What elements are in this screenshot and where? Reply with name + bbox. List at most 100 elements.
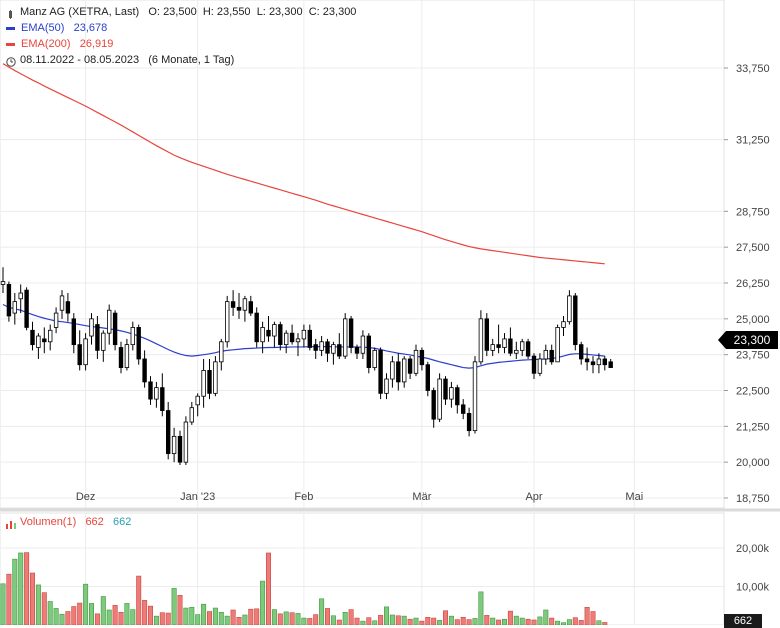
volume-bar	[307, 618, 313, 625]
volume-bar	[442, 610, 448, 625]
clock-icon	[6, 56, 16, 67]
price-axis: 33,750 31,250 28,750 27,500 26,250 25,000 23,7…	[724, 63, 770, 505]
volume-bar	[490, 617, 496, 625]
candle-body	[112, 312, 118, 346]
candle-body	[6, 284, 12, 317]
candle-body	[36, 335, 41, 348]
volume-bar	[507, 610, 513, 625]
volume-bar	[18, 552, 24, 625]
high-value: 23,550	[216, 6, 251, 19]
volume-bar	[501, 618, 507, 625]
volume-bar	[519, 617, 525, 625]
candle-body	[53, 312, 59, 328]
candle-body	[183, 421, 189, 463]
ema200-path	[2, 63, 605, 265]
legend-range: 08.11.2022 - 08.05.2023 (6 Monate, 1 Tag…	[4, 52, 234, 68]
volume-bar	[572, 617, 578, 625]
volume-bar	[94, 613, 100, 625]
candle-body	[130, 327, 135, 346]
volume-bar	[201, 603, 207, 625]
candle-body	[230, 301, 236, 308]
candle-body	[30, 329, 35, 346]
candlestick-icon	[6, 8, 15, 19]
candle-body	[118, 347, 124, 368]
y-tick-label: 18,750	[736, 493, 770, 505]
candle-body	[124, 344, 130, 368]
volume-bar	[383, 606, 389, 625]
x-tick-label: Jan '23	[180, 491, 215, 503]
candle-body	[396, 361, 401, 383]
volume-bar	[478, 591, 484, 625]
candle-body	[537, 358, 543, 374]
volume-bar	[100, 596, 106, 625]
x-tick-label: Dez	[76, 491, 96, 503]
candle-body	[590, 361, 596, 366]
candle-body	[42, 338, 47, 343]
volume-bar	[12, 558, 18, 625]
candle-body	[283, 332, 289, 346]
ema200-line	[2, 63, 605, 265]
volume-bar	[513, 615, 519, 625]
time-axis: Dez Jan '23 Feb Mär Apr Mai	[76, 491, 643, 503]
volume-bar	[218, 611, 224, 625]
candle-body	[313, 344, 318, 351]
volume-bar	[295, 613, 301, 625]
volume-bar	[566, 619, 572, 625]
volume-bar	[419, 620, 425, 625]
ema200-swatch-icon	[6, 42, 15, 46]
legend-volume[interactable]: Volumen(1) 662 662	[4, 514, 131, 530]
volume-bar	[484, 615, 490, 625]
volume-tick-label: 10,00k	[736, 581, 770, 593]
candle-body	[342, 318, 348, 357]
candle-body	[295, 338, 301, 343]
candle-body	[502, 338, 507, 348]
candle-body	[584, 358, 590, 363]
candle-body	[160, 387, 165, 411]
volume-bar	[171, 588, 177, 625]
volume-bar	[437, 620, 443, 625]
volume-bar	[47, 601, 53, 625]
volume-bar	[330, 615, 336, 625]
candle-body	[437, 378, 442, 420]
volume-bar	[41, 592, 47, 625]
y-tick-label: 22,500	[736, 386, 770, 398]
candle-body	[390, 361, 395, 380]
candle-body	[224, 301, 230, 343]
volume-bar	[448, 615, 454, 625]
volume-bar	[0, 583, 6, 625]
candle-body	[366, 335, 371, 368]
candle-body	[555, 327, 560, 363]
volume-bar	[236, 616, 242, 625]
instrument-title: Manz AG (XETRA, Last)	[20, 6, 140, 19]
volume-bar	[59, 613, 65, 625]
last-volume-tag: 662	[724, 614, 762, 628]
legend-ema200[interactable]: EMA(200) 26,919	[4, 36, 113, 52]
candle-body	[478, 318, 484, 363]
candle-body	[213, 361, 218, 394]
volume-bar	[555, 620, 561, 625]
legend-ohlc: Manz AG (XETRA, Last) O: 23,500 H: 23,55…	[4, 4, 356, 20]
candle-body	[65, 301, 71, 314]
open-value: 23,500	[163, 6, 197, 19]
volume-plot-frame	[0, 512, 725, 625]
candle-body	[549, 349, 554, 363]
volume-bar	[560, 622, 566, 625]
close-value: 23,300	[322, 6, 357, 19]
candle-body	[195, 395, 200, 406]
candle-body	[378, 349, 383, 394]
volume-bar	[277, 613, 283, 625]
volume-bar	[224, 615, 230, 625]
volume-bar	[319, 598, 325, 625]
legend-ema50[interactable]: EMA(50) 23,678	[4, 20, 107, 36]
volume-bar	[136, 575, 142, 625]
volume-bar	[106, 609, 112, 625]
volume-bar	[342, 611, 348, 625]
candle-body	[289, 332, 295, 343]
volume-bar	[378, 615, 384, 625]
volume-bar	[189, 606, 195, 625]
candle-body	[248, 301, 253, 314]
candle-body	[171, 435, 177, 454]
candle-body	[360, 335, 366, 354]
y-tick-label: 20,000	[736, 457, 770, 469]
